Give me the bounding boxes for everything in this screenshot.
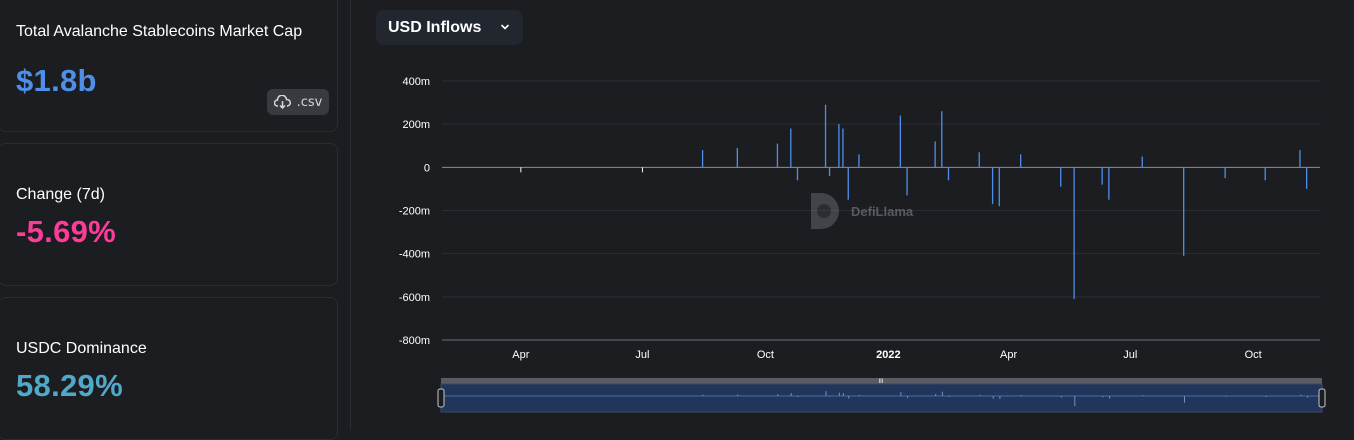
watermark-text: DefiLlama (851, 204, 914, 219)
download-csv-label: .csv (296, 94, 323, 110)
dropdown-label: USD Inflows (388, 18, 482, 36)
panel-divider (350, 0, 351, 429)
y-axis-ticks: 400m 200m 0 -200m -400m -600m -800m (399, 76, 430, 347)
zoom-slider[interactable]: III (437, 378, 1326, 413)
x-tick-label: Oct (757, 349, 774, 361)
stat-card-market-cap: Total Avalanche Stablecoins Market Cap $… (0, 0, 338, 132)
y-tick-label: -600m (399, 292, 430, 304)
stat-label: Total Avalanche Stablecoins Market Cap (16, 23, 303, 40)
chevron-down-icon (501, 24, 509, 30)
slider-track-top[interactable] (441, 378, 1322, 384)
stat-value: -5.69% (16, 214, 117, 249)
x-tick-label: Jul (635, 349, 649, 361)
defillama-logo-icon (811, 193, 839, 229)
stat-card-change-7d: Change (7d) -5.69% (0, 143, 338, 286)
x-tick-label: Jul (1123, 349, 1137, 361)
stat-value: 58.29% (16, 368, 123, 403)
stat-label: USDC Dominance (16, 340, 147, 357)
bar-series (701, 104, 1308, 299)
y-tick-label: -800m (399, 335, 430, 347)
x-tick-label: Oct (1245, 349, 1262, 361)
watermark: DefiLlama (811, 193, 914, 229)
y-tick-label: 0 (424, 162, 430, 174)
y-tick-label: 400m (402, 76, 430, 88)
x-axis-ticks: Apr Jul Oct 2022 Apr Jul Oct (512, 167, 1262, 361)
inflows-chart: 400m 200m 0 -200m -400m -600m -800m Apr Jul Oct 2… (399, 76, 1326, 413)
stat-value: $1.8b (16, 63, 97, 98)
cloud-download-icon (273, 95, 291, 109)
slider-left-handle[interactable] (437, 388, 445, 408)
y-tick-label: 200m (402, 119, 430, 131)
chart-type-dropdown[interactable]: USD Inflows (376, 10, 523, 45)
stats-column: Total Avalanche Stablecoins Market Cap $… (0, 0, 340, 440)
slider-grip[interactable]: III (878, 379, 883, 385)
x-tick-label: 2022 (876, 349, 900, 361)
slider-preview (442, 391, 1321, 407)
grid-lines (442, 80, 1320, 341)
stat-label: Change (7d) (16, 186, 105, 203)
slider-window[interactable] (440, 383, 1323, 413)
y-tick-label: -200m (399, 206, 430, 218)
stat-card-usdc-dominance: USDC Dominance 58.29% (0, 297, 338, 440)
download-csv-button[interactable]: .csv (267, 89, 329, 115)
x-tick-label: Apr (1000, 349, 1017, 361)
slider-right-handle[interactable] (1318, 388, 1326, 408)
y-tick-label: -400m (399, 249, 430, 261)
x-tick-label: Apr (512, 349, 529, 361)
